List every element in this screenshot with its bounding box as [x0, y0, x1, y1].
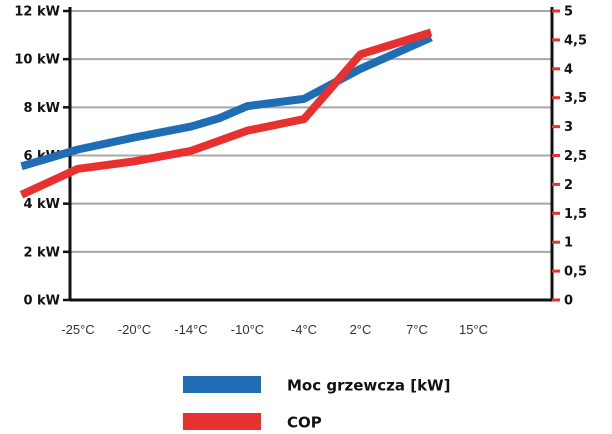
right-tick-label-10: 5 — [564, 5, 573, 20]
right-tick-label-5: 2,5 — [564, 149, 587, 164]
grid-lines — [70, 10, 552, 253]
axes — [68, 7, 554, 302]
right-tick-label-2: 1 — [564, 236, 573, 251]
legend-swatch-1 — [183, 413, 261, 430]
left-tick-label-1: 2 kW — [23, 245, 60, 260]
series-line-1 — [19, 28, 433, 199]
right-tick-label-0: 0 — [564, 294, 573, 309]
legend-swatch-0 — [183, 376, 261, 393]
x-tick-label-7: 15°C — [459, 322, 488, 337]
x-tick-label-5: 2°C — [350, 322, 372, 337]
x-tick-label-0: -25°C — [61, 322, 94, 337]
legend-label-0: Moc grzewcza [kW] — [287, 377, 450, 395]
legend: Moc grzewcza [kW] COP — [183, 376, 450, 432]
left-tick-label-6: 12 kW — [14, 5, 60, 20]
left-tick-label-4: 8 kW — [23, 101, 60, 116]
right-tick-label-7: 3,5 — [564, 91, 587, 106]
x-tick-label-1: -20°C — [118, 322, 151, 337]
right-tick-label-8: 4 — [564, 62, 573, 77]
right-tick-label-4: 2 — [564, 178, 573, 193]
legend-label-1: COP — [287, 414, 322, 432]
series-line-0 — [20, 33, 433, 171]
left-tick-label-5: 10 kW — [14, 53, 60, 68]
left-tick-label-0: 0 kW — [23, 294, 60, 309]
x-tick-label-3: -10°C — [231, 322, 264, 337]
right-tick-label-9: 4,5 — [564, 33, 587, 48]
x-tick-label-4: -4°C — [291, 322, 317, 337]
right-tick-label-6: 3 — [564, 120, 573, 135]
left-tick-label-2: 4 kW — [23, 197, 60, 212]
right-tick-label-1: 0,5 — [564, 265, 587, 280]
series-lines — [19, 28, 433, 199]
x-axis-ticks: -25°C -20°C -14°C -10°C -4°C 2°C 7°C 15°C — [61, 322, 488, 337]
x-tick-label-6: 7°C — [406, 322, 428, 337]
right-tick-label-3: 1,5 — [564, 207, 587, 222]
x-tick-label-2: -14°C — [174, 322, 207, 337]
right-axis-ticks: 0 0,5 1 1,5 2 2,5 3 3,5 4 4,5 5 — [552, 5, 587, 309]
